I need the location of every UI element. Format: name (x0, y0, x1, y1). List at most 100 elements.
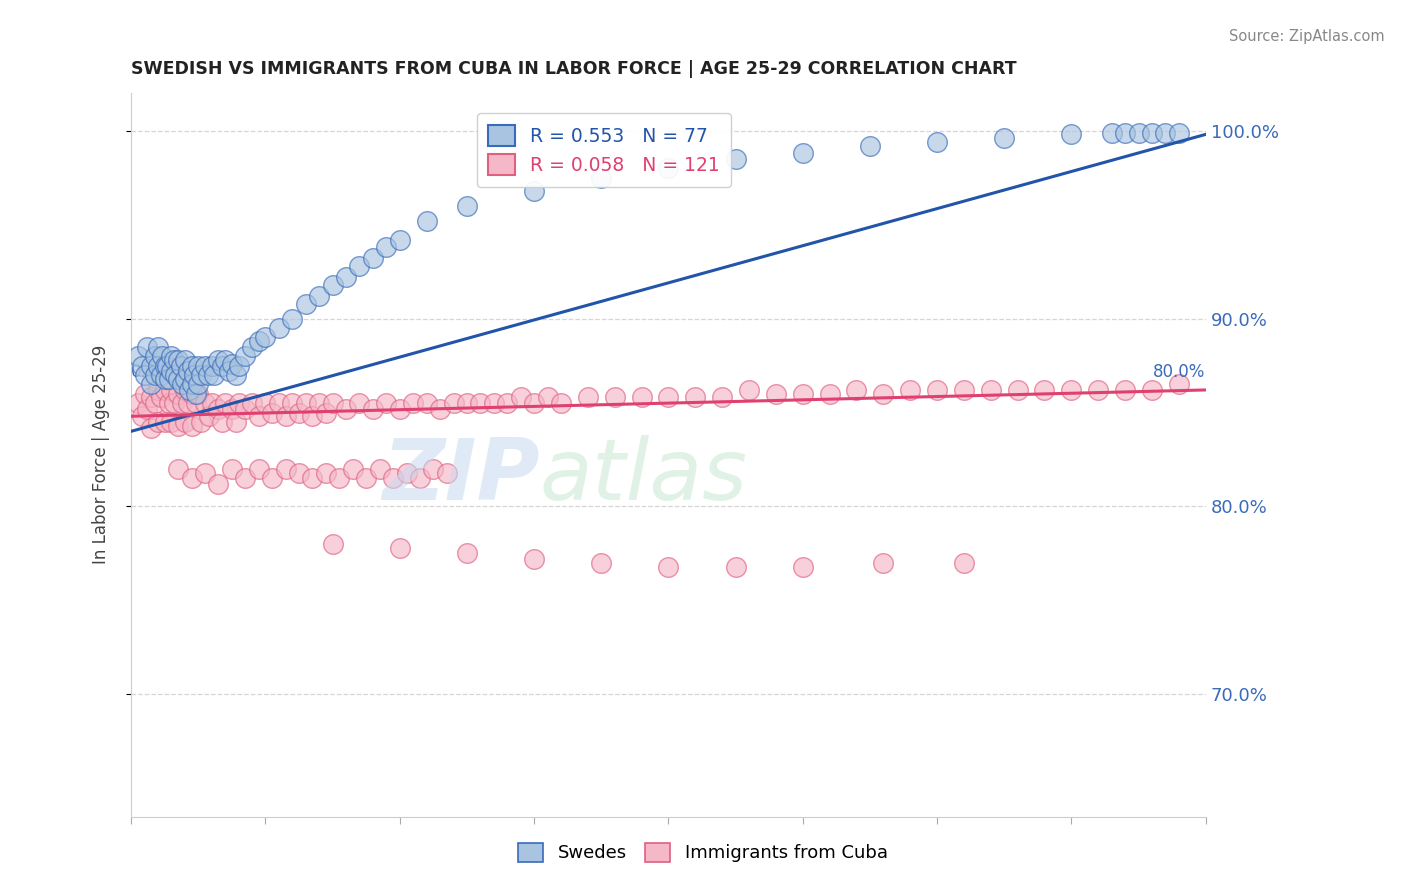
Point (395, 466, 418, 480)
Point (328, 471, 350, 485)
Point (141, 420, 163, 434)
Point (274, 462, 297, 476)
Point (127, 349, 149, 363)
Point (207, 477, 229, 491)
Point (150, 349, 173, 363)
Point (173, 383, 195, 397)
Point (134, 368, 156, 382)
Point (184, 396, 207, 410)
Point (523, 552, 546, 566)
Point (1060, 128, 1083, 142)
Point (180, 471, 202, 485)
Point (322, 537, 344, 551)
Point (1167, 126, 1189, 140)
Point (233, 401, 256, 416)
Point (724, 559, 747, 574)
Text: 80.0%: 80.0% (1153, 363, 1206, 381)
Point (288, 405, 311, 419)
Point (136, 401, 159, 416)
Point (294, 396, 316, 410)
Point (1101, 126, 1123, 140)
Point (361, 252, 384, 266)
Point (335, 401, 357, 416)
Point (576, 391, 599, 405)
Point (342, 462, 364, 476)
Point (322, 396, 344, 410)
Point (845, 383, 868, 397)
Legend: Swedes, Immigrants from Cuba: Swedes, Immigrants from Cuba (510, 836, 896, 870)
Point (194, 466, 217, 480)
Point (153, 372, 176, 386)
Point (180, 377, 202, 392)
Point (153, 383, 176, 397)
Point (456, 546, 478, 560)
Point (131, 409, 153, 424)
Point (170, 359, 193, 373)
Point (247, 462, 270, 476)
Point (172, 396, 194, 410)
Point (792, 386, 814, 401)
Point (143, 368, 166, 382)
Point (980, 383, 1002, 397)
Point (146, 415, 169, 429)
Point (1154, 126, 1177, 140)
Point (523, 184, 546, 198)
Point (993, 131, 1015, 145)
Point (1033, 383, 1056, 397)
Point (254, 330, 277, 344)
Point (657, 161, 679, 176)
Point (247, 409, 270, 424)
Point (388, 541, 411, 555)
Point (1007, 383, 1029, 397)
Point (315, 405, 337, 419)
Point (218, 364, 240, 378)
Text: ZIP: ZIP (382, 435, 540, 518)
Point (167, 352, 190, 367)
Point (685, 391, 707, 405)
Point (368, 462, 391, 476)
Point (157, 396, 180, 410)
Point (322, 277, 344, 292)
Point (221, 462, 243, 476)
Point (149, 391, 172, 405)
Point (765, 386, 787, 401)
Point (523, 396, 546, 410)
Point (1128, 126, 1150, 140)
Point (221, 401, 243, 416)
Text: 0.0%: 0.0% (131, 363, 173, 381)
Point (197, 368, 219, 382)
Point (711, 391, 734, 405)
Point (859, 138, 882, 153)
Point (156, 359, 179, 373)
Point (603, 391, 626, 405)
Point (630, 391, 652, 405)
Point (288, 466, 311, 480)
Point (127, 396, 149, 410)
Point (165, 368, 187, 382)
Point (308, 396, 330, 410)
Point (482, 396, 505, 410)
Point (274, 409, 297, 424)
Point (228, 396, 250, 410)
Point (194, 396, 217, 410)
Y-axis label: In Labor Force | Age 25-29: In Labor Force | Age 25-29 (93, 345, 110, 565)
Point (131, 359, 153, 373)
Point (136, 340, 159, 354)
Point (180, 418, 202, 433)
Point (1114, 126, 1136, 140)
Point (925, 135, 948, 149)
Point (456, 199, 478, 213)
Point (173, 372, 195, 386)
Point (207, 401, 229, 416)
Point (184, 386, 207, 401)
Point (349, 396, 371, 410)
Point (149, 368, 172, 382)
Point (925, 383, 948, 397)
Point (167, 462, 190, 476)
Point (141, 377, 163, 392)
Point (354, 471, 377, 485)
Point (308, 289, 330, 303)
Point (214, 352, 236, 367)
Point (141, 359, 163, 373)
Point (198, 409, 221, 424)
